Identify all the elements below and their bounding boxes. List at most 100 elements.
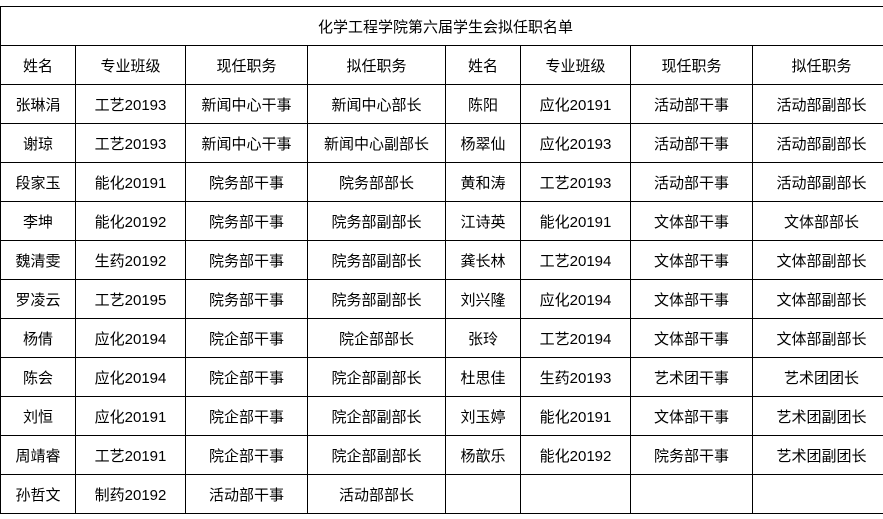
cell-current-2: 艺术团干事 [631,358,753,397]
cell-name-1: 陈会 [1,358,76,397]
table-row: 魏清雯 生药20192 院务部干事 院务部副部长 龚长林 工艺20194 文体部… [1,241,883,280]
column-header-proposed-2: 拟任职务 [753,46,883,85]
table-row: 段家玉 能化20191 院务部干事 院务部部长 黄和涛 工艺20193 活动部干… [1,163,883,202]
cell-name-1: 段家玉 [1,163,76,202]
cell-current-2: 文体部干事 [631,280,753,319]
cell-proposed-2: 文体部副部长 [753,280,883,319]
cell-proposed-2: 活动部副部长 [753,163,883,202]
table-row: 罗凌云 工艺20195 院务部干事 院务部副部长 刘兴隆 应化20194 文体部… [1,280,883,319]
table-row: 陈会 应化20194 院企部干事 院企部副部长 杜思佳 生药20193 艺术团干… [1,358,883,397]
cell-class-2: 应化20193 [521,124,631,163]
cell-name-2: 龚长林 [446,241,521,280]
cell-class-2: 应化20194 [521,280,631,319]
cell-proposed-1: 院务部副部长 [308,241,446,280]
cell-current-2 [631,475,753,514]
cell-proposed-2: 活动部副部长 [753,124,883,163]
cell-name-1: 孙哲文 [1,475,76,514]
cell-class-2: 能化20192 [521,436,631,475]
cell-current-2: 活动部干事 [631,163,753,202]
cell-current-2: 文体部干事 [631,397,753,436]
cell-current-1: 活动部干事 [186,475,308,514]
cell-class-1: 应化20191 [76,397,186,436]
cell-class-1: 制药20192 [76,475,186,514]
cell-name-2: 陈阳 [446,85,521,124]
table-row: 刘恒 应化20191 院企部干事 院企部副部长 刘玉婷 能化20191 文体部干… [1,397,883,436]
cell-name-1: 杨倩 [1,319,76,358]
cell-proposed-1: 院企部副部长 [308,397,446,436]
cell-proposed-2: 文体部部长 [753,202,883,241]
table-row: 张琳涓 工艺20193 新闻中心干事 新闻中心部长 陈阳 应化20191 活动部… [1,85,883,124]
cell-current-2: 文体部干事 [631,319,753,358]
cell-name-2: 江诗英 [446,202,521,241]
column-header-class-2: 专业班级 [521,46,631,85]
cell-name-2 [446,475,521,514]
cell-class-2: 能化20191 [521,202,631,241]
cell-proposed-2: 文体部副部长 [753,319,883,358]
document-title: 化学工程学院第六届学生会拟任职名单 [1,7,883,46]
cell-name-2: 刘兴隆 [446,280,521,319]
cell-proposed-2: 文体部副部长 [753,241,883,280]
cell-class-1: 工艺20191 [76,436,186,475]
cell-name-1: 周靖睿 [1,436,76,475]
cell-class-2: 工艺20194 [521,319,631,358]
cell-class-2: 工艺20194 [521,241,631,280]
cell-current-1: 院企部干事 [186,397,308,436]
cell-current-1: 院企部干事 [186,319,308,358]
cell-name-1: 谢琼 [1,124,76,163]
cell-name-2: 杨翠仙 [446,124,521,163]
cell-proposed-2: 艺术团团长 [753,358,883,397]
cell-current-1: 院务部干事 [186,280,308,319]
cell-proposed-1: 新闻中心部长 [308,85,446,124]
cell-class-1: 应化20194 [76,319,186,358]
table-row: 孙哲文 制药20192 活动部干事 活动部部长 [1,475,883,514]
table-row: 谢琼 工艺20193 新闻中心干事 新闻中心副部长 杨翠仙 应化20193 活动… [1,124,883,163]
cell-name-1: 魏清雯 [1,241,76,280]
cell-current-2: 文体部干事 [631,241,753,280]
cell-proposed-2 [753,475,883,514]
cell-current-2: 活动部干事 [631,124,753,163]
column-header-name-2: 姓名 [446,46,521,85]
cell-proposed-2: 艺术团副团长 [753,397,883,436]
cell-class-1: 能化20192 [76,202,186,241]
column-header-proposed-1: 拟任职务 [308,46,446,85]
cell-current-1: 院务部干事 [186,163,308,202]
column-header-current-2: 现任职务 [631,46,753,85]
cell-proposed-1: 院务部副部长 [308,202,446,241]
table-row: 李坤 能化20192 院务部干事 院务部副部长 江诗英 能化20191 文体部干… [1,202,883,241]
cell-proposed-1: 院企部部长 [308,319,446,358]
cell-class-2: 工艺20193 [521,163,631,202]
cell-class-2: 生药20193 [521,358,631,397]
cell-current-1: 院务部干事 [186,241,308,280]
cell-name-1: 罗凌云 [1,280,76,319]
cell-proposed-1: 院企部副部长 [308,358,446,397]
cell-proposed-2: 艺术团副团长 [753,436,883,475]
cell-current-2: 活动部干事 [631,85,753,124]
column-header-current-1: 现任职务 [186,46,308,85]
cell-proposed-1: 活动部部长 [308,475,446,514]
cell-name-2: 刘玉婷 [446,397,521,436]
cell-class-1: 工艺20193 [76,85,186,124]
cell-class-1: 工艺20193 [76,124,186,163]
cell-current-1: 新闻中心干事 [186,124,308,163]
cell-current-1: 院企部干事 [186,436,308,475]
cell-proposed-2: 活动部副部长 [753,85,883,124]
column-header-class-1: 专业班级 [76,46,186,85]
table-header-row: 姓名 专业班级 现任职务 拟任职务 姓名 专业班级 现任职务 拟任职务 [1,46,883,85]
cell-class-1: 生药20192 [76,241,186,280]
cell-name-2: 张玲 [446,319,521,358]
cell-name-1: 李坤 [1,202,76,241]
title-row: 化学工程学院第六届学生会拟任职名单 [1,7,883,46]
cell-class-2: 应化20191 [521,85,631,124]
cell-class-2 [521,475,631,514]
cell-class-2: 能化20191 [521,397,631,436]
cell-proposed-1: 院企部副部长 [308,436,446,475]
cell-current-1: 新闻中心干事 [186,85,308,124]
cell-class-1: 能化20191 [76,163,186,202]
cell-current-2: 文体部干事 [631,202,753,241]
cell-proposed-1: 院务部副部长 [308,280,446,319]
roster-table: 化学工程学院第六届学生会拟任职名单 姓名 专业班级 现任职务 拟任职务 姓名 专… [0,6,883,514]
cell-name-2: 黄和涛 [446,163,521,202]
cell-class-1: 工艺20195 [76,280,186,319]
table-row: 杨倩 应化20194 院企部干事 院企部部长 张玲 工艺20194 文体部干事 … [1,319,883,358]
cell-current-1: 院企部干事 [186,358,308,397]
